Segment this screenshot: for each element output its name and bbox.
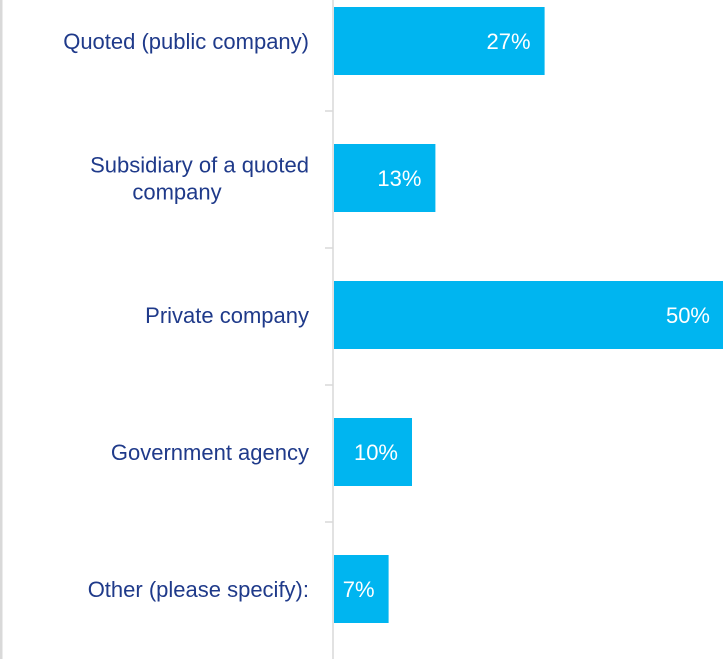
category-label-2: Private company — [145, 303, 309, 328]
data-label-3: 10% — [354, 440, 398, 465]
category-label-0: Quoted (public company) — [63, 29, 309, 54]
bar-1 — [334, 144, 436, 212]
data-label-1: 13% — [377, 166, 421, 191]
bar-3 — [334, 418, 412, 486]
bar-2 — [334, 281, 723, 349]
data-label-0: 27% — [487, 29, 531, 54]
category-label-4: Other (please specify): — [88, 577, 309, 602]
data-label-4: 7% — [343, 577, 375, 602]
category-label-3: Government agency — [111, 440, 309, 465]
category-label-1-line-0: Subsidiary of a quoted — [90, 153, 309, 178]
bar-4 — [334, 555, 389, 623]
category-label-1-line-1: company — [132, 180, 221, 205]
bar-0 — [334, 7, 545, 75]
data-label-2: 50% — [666, 303, 710, 328]
